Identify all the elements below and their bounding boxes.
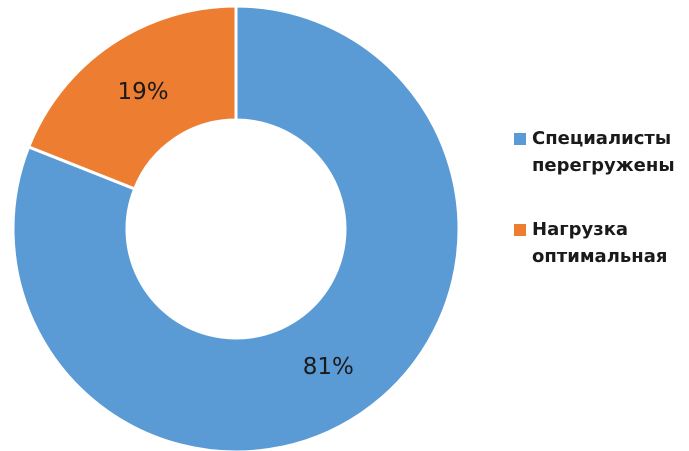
legend-label-optimal: Нагрузка оптимальная — [532, 216, 682, 270]
legend-swatch-overloaded — [514, 133, 526, 145]
legend-label-overloaded-line1: Специалисты — [532, 128, 672, 149]
legend: Специалисты перегружены Нагрузка оптимал… — [514, 125, 689, 307]
legend-swatch-optimal — [514, 224, 526, 236]
legend-label-overloaded: Специалисты перегружены — [532, 125, 682, 179]
legend-label-overloaded-line2: перегружены — [532, 155, 675, 176]
donut-slice-overloaded — [11, 4, 461, 451]
legend-item-overloaded: Специалисты перегружены — [514, 125, 689, 179]
legend-item-optimal: Нагрузка оптимальная — [514, 216, 689, 270]
legend-label-optimal-line1: Нагрузка — [532, 219, 629, 240]
donut-slice-optimal — [26, 4, 238, 191]
legend-label-optimal-line2: оптимальная — [532, 246, 668, 267]
data-label-optimal: 19% — [118, 79, 169, 105]
data-label-overloaded: 81% — [303, 354, 354, 380]
